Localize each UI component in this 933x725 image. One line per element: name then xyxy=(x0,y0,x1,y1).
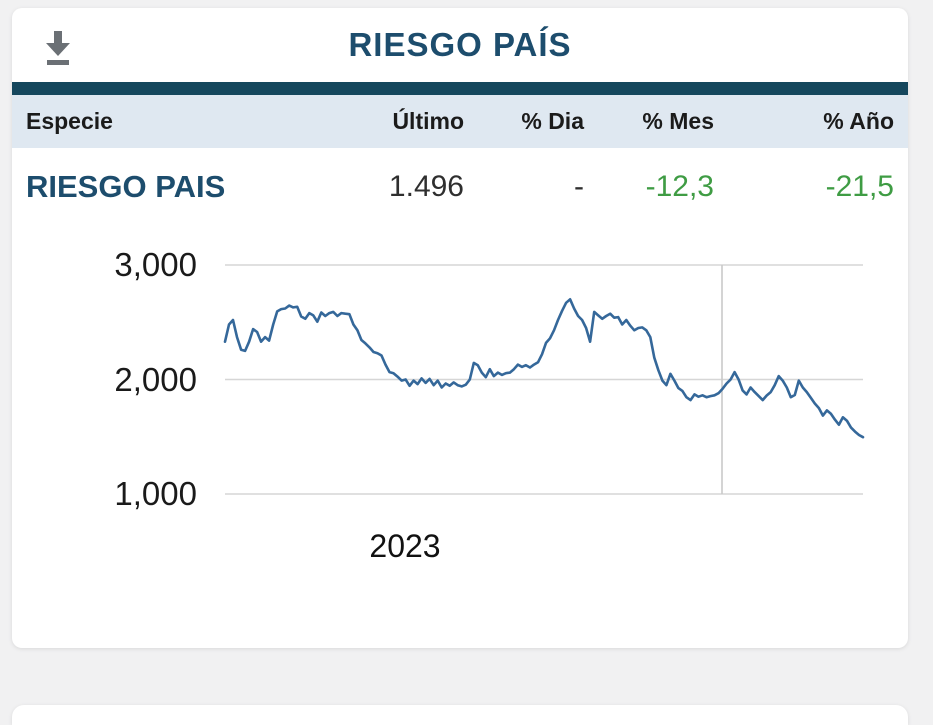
download-button[interactable] xyxy=(34,24,82,72)
next-card-partial xyxy=(12,705,908,725)
column-header-dia: % Dia xyxy=(521,108,584,134)
row-pct-dia: - xyxy=(574,169,584,203)
y-tick-label-3000: 3,000 xyxy=(114,246,197,283)
download-icon xyxy=(46,31,70,65)
series-line-riesgo-pais xyxy=(223,298,865,439)
line-chart xyxy=(223,264,865,495)
table-row[interactable]: RIESGO PAIS 1.496 - -12,3 -21,5 xyxy=(12,148,908,225)
riesgo-pais-card: RIESGO PAÍS Especie Último % Dia % Mes %… xyxy=(12,8,908,648)
table-header: Especie Último % Dia % Mes % Año xyxy=(12,95,908,148)
y-tick-label-1000: 1,000 xyxy=(114,475,197,512)
row-pct-ano: -21,5 xyxy=(825,169,894,203)
column-header-ano: % Año xyxy=(823,108,894,134)
chart-area: 3,000 2,000 1,000 2023 xyxy=(12,225,908,585)
card-header: RIESGO PAÍS xyxy=(12,8,908,82)
page-title: RIESGO PAÍS xyxy=(348,26,572,63)
row-especie: RIESGO PAIS xyxy=(26,168,226,204)
x-tick-label-2023: 2023 xyxy=(369,528,441,564)
accent-bar xyxy=(12,82,908,95)
column-header-ultimo: Último xyxy=(392,108,464,134)
y-tick-label-2000: 2,000 xyxy=(114,361,197,398)
row-ultimo: 1.496 xyxy=(388,169,464,203)
column-header-especie: Especie xyxy=(26,108,113,134)
row-pct-mes: -12,3 xyxy=(645,169,714,203)
column-header-mes: % Mes xyxy=(642,108,714,134)
